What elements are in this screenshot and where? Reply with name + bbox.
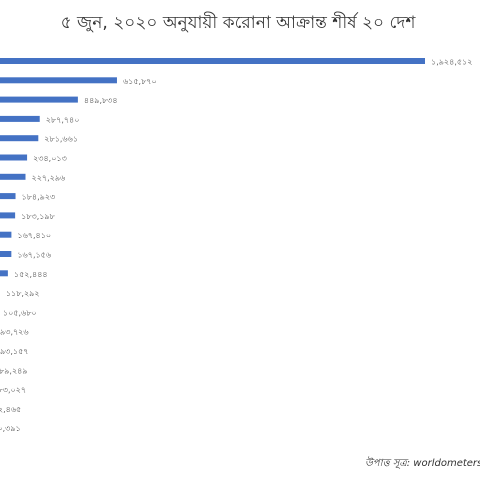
value-label: ১৮৪,৯২৩	[22, 193, 56, 202]
value-label: ১১৮,২৯২	[6, 289, 40, 298]
value-label: ১০৫,৬৮০	[3, 308, 37, 317]
value-label: ২৮৭,৭৪০	[46, 115, 80, 124]
chart-title: ৫ জুন, ২০২০ অনুযায়ী করোনা আক্রান্ত শীর্…	[61, 12, 417, 33]
source-note: উপাত্ত সূত্র: worldometers.	[365, 456, 480, 470]
value-label: ১,৯২৪,৫১২	[431, 58, 472, 67]
value-label: ৯৩,১৫৭	[0, 347, 28, 356]
value-label: ৮৯,২৪৯	[0, 366, 28, 375]
value-label: ৬২,৪৬৫	[0, 405, 21, 414]
bar	[0, 193, 16, 200]
value-label: ৪৪৯,৮৩৪	[84, 96, 118, 105]
value-label: ৬০,৩৯১	[0, 424, 21, 433]
value-label: ১৬৭,১৫৬	[17, 251, 51, 260]
value-label: ৯৩,৭২৬	[0, 328, 29, 337]
value-label: ২৩৪,০১৩	[33, 154, 67, 163]
value-label: ২৮১,৬৬১	[44, 135, 78, 144]
value-label: ৬১৫,৮৭০	[123, 77, 157, 86]
bar	[0, 231, 12, 238]
bar	[0, 58, 425, 64]
value-label: ২২৭,২৯৬	[32, 173, 66, 182]
bar	[0, 96, 78, 103]
value-label: ১৫২,৪৪৪	[14, 270, 48, 279]
bar	[0, 212, 16, 219]
value-label: ১৮৩,১৯৮	[21, 212, 56, 221]
bar	[0, 251, 12, 257]
bar	[0, 154, 28, 161]
bar	[0, 115, 40, 122]
bar	[0, 135, 39, 142]
bar	[0, 173, 26, 180]
bar	[0, 270, 8, 277]
value-label: ৮৩,০২৭	[0, 386, 26, 395]
bar	[0, 77, 117, 84]
value-label: ১৬৭,৪১০	[17, 231, 51, 240]
